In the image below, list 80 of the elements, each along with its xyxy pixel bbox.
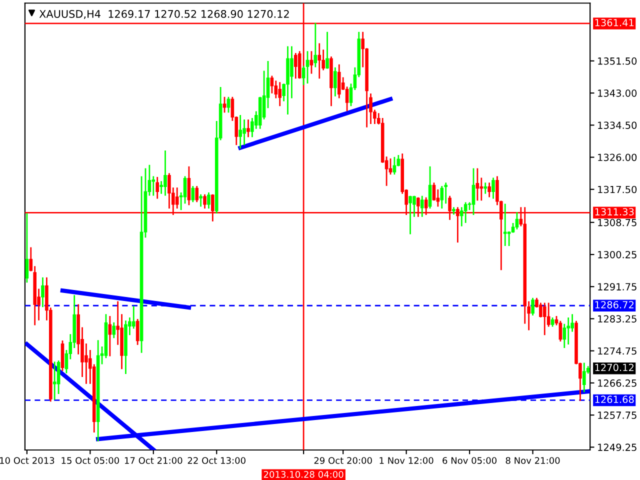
candlestick — [136, 318, 140, 345]
candlestick — [472, 168, 476, 215]
candlestick — [60, 340, 64, 371]
y-tick-label: 1266.25 — [598, 379, 636, 387]
candlestick — [566, 317, 570, 345]
candlestick — [310, 51, 314, 74]
candlestick — [306, 51, 310, 84]
y-tick-label: 1326.00 — [598, 154, 637, 162]
ref-line-label: 1311.33 — [595, 208, 634, 216]
candlestick — [337, 64, 341, 98]
candlestick — [408, 196, 412, 234]
y-tick-label: 1351.50 — [598, 57, 637, 65]
y-tick-label: 1343.00 — [598, 90, 637, 97]
candlestick — [238, 114, 242, 148]
candlestick — [187, 166, 191, 206]
x-tick-label: 29 Oct 20:00 — [314, 457, 372, 464]
candlestick — [314, 22, 318, 68]
x-tick-label: 8 Nov 21:00 — [506, 457, 560, 464]
y-tick-label: 1257.75 — [598, 412, 636, 419]
text: 1270.12 — [595, 364, 634, 372]
candlestick — [440, 186, 444, 209]
candlestick — [41, 277, 44, 308]
y-tick-label: 1308.75 — [598, 218, 636, 226]
candlestick — [392, 156, 396, 175]
candlestick — [484, 182, 488, 194]
candlestick — [156, 176, 159, 199]
candlestick — [464, 202, 468, 223]
candlestick — [199, 194, 202, 207]
candlestick — [207, 192, 210, 209]
candlestick — [203, 194, 206, 209]
candlestick — [294, 53, 298, 79]
candlestick — [542, 302, 546, 336]
candlestick — [52, 362, 56, 400]
candlestick — [175, 188, 179, 209]
candlestick — [132, 306, 136, 329]
y-tick-label: 1317.50 — [598, 186, 637, 194]
y-tick-label: 1334.50 — [598, 122, 637, 129]
candlestick — [507, 231, 511, 246]
candlestick — [531, 298, 534, 316]
x-tick-label: 22 Oct 13:00 — [188, 457, 246, 464]
candlestick — [195, 186, 199, 202]
text: XAUUSD,H4 1269.17 1270.52 1268.90 1270.12 — [39, 10, 289, 19]
y-tick-label: 1274.75 — [598, 347, 636, 355]
candlestick — [246, 120, 250, 138]
candlestick — [488, 182, 491, 198]
candlestick — [334, 67, 337, 96]
candlestick — [25, 213, 29, 283]
candlestick — [420, 196, 424, 217]
candlestick — [290, 46, 294, 98]
y-tick-label: 1249.25 — [598, 444, 636, 451]
candlestick — [436, 189, 440, 207]
candlestick — [164, 150, 167, 196]
candlestick — [582, 362, 586, 392]
candlestick — [476, 168, 480, 201]
x-tick-label: 15 Oct 05:00 — [62, 457, 119, 464]
candlestick — [278, 82, 282, 106]
candlestick — [558, 320, 562, 342]
x-tick-label: 1 Nov 12:00 — [380, 457, 434, 464]
candlestick — [503, 204, 507, 246]
x-tick-label: 17 Oct 21:00 — [124, 457, 182, 464]
y-tick-label: 1283.25 — [598, 315, 636, 323]
candlestick — [112, 322, 116, 338]
candlestick — [226, 96, 230, 113]
ref-line-label: 1286.72 — [595, 301, 634, 308]
y-tick-label: 1300.25 — [598, 250, 636, 258]
candlestick — [191, 186, 195, 202]
x-tick-label: 10 Oct 2013 — [0, 457, 54, 464]
x-tick-label: 2013.10.28 04:00 — [264, 470, 344, 478]
x-tick-label: 6 Nov 05:00 — [442, 457, 497, 464]
y-tick-label: 1291.75 — [598, 283, 636, 290]
candlestick — [492, 178, 495, 199]
ref-line-label: 1361.41 — [595, 18, 634, 26]
candlestick — [428, 166, 432, 209]
ref-line-label: 1261.68 — [595, 396, 634, 404]
candlestick — [222, 96, 226, 113]
candlestick — [318, 43, 322, 79]
candlestick — [515, 212, 519, 230]
candlestick — [452, 207, 456, 215]
candlestick — [108, 316, 112, 356]
candlestick — [326, 32, 329, 69]
